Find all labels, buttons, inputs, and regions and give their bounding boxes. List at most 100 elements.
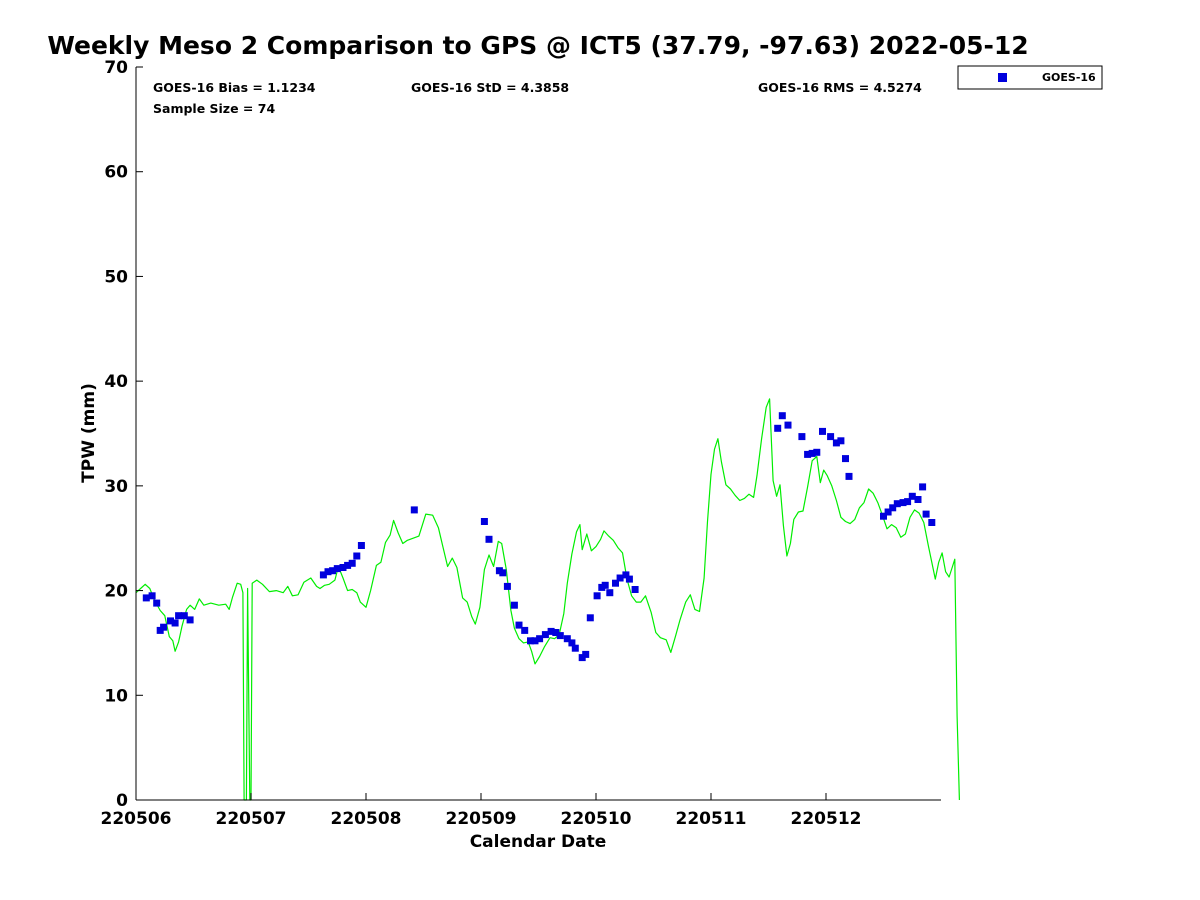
goes16-data-point: [899, 499, 907, 507]
legend-label-goes16: GOES-16: [1042, 71, 1096, 84]
goes16-data-point: [606, 589, 614, 597]
goes16-data-point: [510, 601, 518, 609]
goes16-data-point: [503, 582, 511, 590]
goes16-data-point: [357, 542, 365, 549]
y-axis-label: TPW (mm): [79, 383, 99, 483]
gps-line-layer: [135, 398, 960, 801]
x-tick-label: 220512: [791, 809, 862, 829]
goes16-data-point: [148, 592, 156, 600]
goes16-data-point: [142, 594, 150, 602]
goes16-data-point: [904, 498, 912, 506]
goes16-data-point: [171, 619, 179, 627]
rms-stat: GOES-16 RMS = 4.5274: [758, 80, 922, 95]
goes16-data-point: [568, 639, 576, 647]
goes16-data-point: [175, 612, 183, 620]
goes16-data-point: [353, 552, 361, 560]
y-tick-label: 60: [104, 163, 128, 183]
x-tick-label: 220507: [216, 809, 287, 829]
goes16-data-point: [928, 519, 936, 526]
goes16-data-point: [919, 483, 927, 491]
goes16-data-point: [631, 586, 639, 593]
goes16-data-point: [571, 644, 579, 652]
sample-size-stat: Sample Size = 74: [153, 101, 275, 116]
goes16-data-point: [778, 412, 786, 420]
goes16-data-point: [480, 518, 488, 525]
goes16-data-point: [884, 508, 892, 516]
goes16-data-point: [612, 579, 619, 587]
goes16-data-point: [837, 437, 845, 445]
x-axis-ticks: 220506 220507 220508 220509 220510 220511 2205…: [101, 793, 862, 829]
gps-series-line: [135, 398, 960, 801]
goes16-data-point: [329, 567, 337, 575]
goes16-data-point: [563, 635, 571, 643]
x-tick-label: 220508: [331, 809, 402, 829]
y-tick-label: 40: [104, 372, 128, 392]
y-tick-label: 20: [104, 582, 128, 602]
goes16-data-point: [827, 433, 835, 441]
goes16-data-point: [784, 421, 792, 429]
goes16-data-point: [908, 492, 916, 500]
goes16-data-point: [153, 599, 161, 607]
goes16-data-point: [625, 575, 633, 583]
y-axis-ticks: 0 10 20 30 40 50 60 70: [104, 58, 143, 811]
x-tick-label: 220506: [101, 809, 172, 829]
goes16-data-point: [914, 496, 922, 503]
goes16-data-point: [186, 616, 194, 624]
goes16-data-point: [180, 612, 188, 620]
goes16-data-point: [556, 632, 564, 640]
goes16-data-point: [167, 617, 174, 625]
goes16-data-point: [348, 559, 356, 567]
plot-area: [135, 67, 960, 801]
goes16-data-point: [536, 635, 544, 643]
legend-marker-goes16: [998, 73, 1007, 82]
legend: GOES-16: [957, 65, 1103, 90]
goes16-data-point: [319, 571, 327, 579]
goes16-data-point: [616, 574, 624, 582]
goes16-data-point: [893, 500, 901, 508]
y-tick-label: 10: [104, 686, 128, 706]
y-tick-label: 30: [104, 477, 128, 497]
goes16-data-point: [531, 637, 539, 645]
goes16-data-point: [333, 565, 341, 573]
goes16-data-point: [845, 472, 853, 480]
goes16-data-point: [160, 623, 168, 631]
goes16-data-point: [344, 561, 352, 569]
goes16-data-point: [499, 569, 507, 577]
goes16-data-point: [324, 568, 332, 576]
legend-box: [957, 65, 1103, 90]
goes16-data-point: [521, 626, 529, 634]
chart-title: Weekly Meso 2 Comparison to GPS @ ICT5 (…: [47, 31, 1028, 60]
y-tick-label: 70: [104, 58, 128, 78]
goes16-data-point: [622, 571, 630, 579]
plot-background: [136, 67, 941, 800]
goes16-data-point: [485, 535, 493, 543]
goes16-data-point: [880, 512, 887, 520]
std-stat: GOES-16 StD = 4.3858: [411, 80, 569, 95]
goes16-data-point: [527, 637, 534, 645]
y-tick-label: 50: [104, 267, 128, 287]
goes16-data-point: [601, 581, 609, 589]
goes16-data-point: [808, 449, 816, 457]
goes16-data-point: [798, 433, 806, 441]
goes16-data-point: [515, 621, 523, 629]
goes16-data-point: [552, 629, 560, 636]
goes16-data-point: [804, 450, 812, 458]
goes16-data-point: [410, 506, 418, 514]
goes16-data-point: [541, 631, 549, 639]
goes16-data-point: [813, 448, 821, 456]
x-tick-label: 220511: [676, 809, 747, 829]
goes16-data-point: [547, 627, 555, 635]
goes16-data-point: [586, 614, 594, 622]
y-tick-label: 0: [116, 791, 128, 811]
x-tick-label: 220510: [561, 809, 632, 829]
goes16-data-point: [922, 510, 930, 518]
goes-marker-layer: [142, 412, 936, 662]
goes16-data-point: [593, 592, 601, 600]
goes16-data-point: [819, 427, 826, 435]
bias-stat: GOES-16 Bias = 1.1234: [153, 80, 316, 95]
goes16-data-point: [832, 439, 840, 447]
goes16-data-point: [842, 455, 849, 463]
goes16-data-point: [582, 650, 590, 658]
x-axis-label: Calendar Date: [470, 832, 607, 852]
